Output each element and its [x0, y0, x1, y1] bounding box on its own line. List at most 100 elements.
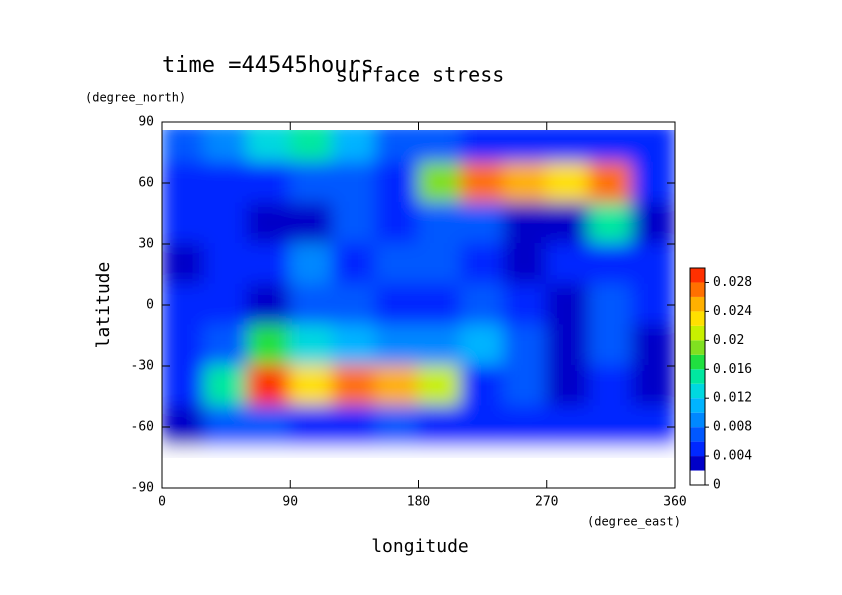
field-cell [332, 446, 377, 458]
field-cell [203, 446, 249, 458]
axes: 0 90 180 270 360 -90 -60 -30 0 30 60 90 [131, 115, 687, 510]
field-cell [374, 202, 420, 245]
field-cell [203, 243, 249, 286]
field-cell [631, 202, 675, 245]
field-cell [289, 130, 334, 164]
field-cell [162, 324, 206, 367]
field-cell [588, 365, 634, 408]
colorbar-frame [689, 267, 706, 486]
colorbar-tick-label: 0.02 [713, 333, 744, 348]
field-cell [460, 405, 505, 449]
field-cell [503, 446, 548, 458]
colorbar-tick-label: 0.008 [713, 420, 752, 435]
field-cell [417, 243, 463, 286]
field-cell [503, 243, 548, 286]
field-cell [631, 446, 675, 458]
field-cell [417, 202, 463, 245]
field-cell [545, 243, 591, 286]
field-cell [631, 243, 675, 286]
colorbar-swatch [690, 296, 705, 312]
field-cell [332, 405, 377, 449]
field-cell [203, 324, 249, 367]
field-cell [545, 324, 591, 367]
field-cell [417, 283, 463, 327]
field-cell [460, 130, 505, 164]
colorbar-tick-label: 0 [713, 478, 721, 493]
field-cell [289, 365, 334, 408]
field-cell [289, 405, 334, 449]
x-tick-label: 180 [407, 495, 430, 510]
field-cell [203, 283, 249, 327]
field-cell [246, 130, 292, 164]
field-cell [162, 202, 206, 245]
field-cell [460, 243, 505, 286]
y-axis-label: latitude [93, 262, 114, 349]
colorbar-swatch [690, 456, 705, 471]
field-cell [332, 161, 377, 205]
colorbar-tick-label: 0.024 [713, 304, 752, 319]
field-cell [588, 130, 634, 164]
field-cells [162, 130, 675, 458]
field-cell [460, 202, 505, 245]
field-cell [246, 365, 292, 408]
colorbar-swatch [690, 470, 705, 485]
field-cell [374, 161, 420, 205]
x-tick-label: 270 [535, 495, 558, 510]
field-cell [162, 365, 206, 408]
field-cell [503, 405, 548, 449]
colorbar-swatch [690, 340, 705, 355]
field-cell [460, 446, 505, 458]
colorbar-tick-label: 0.028 [713, 275, 752, 290]
field-cell [417, 324, 463, 367]
colorbar-swatch [690, 311, 705, 326]
field-cell [289, 243, 334, 286]
colorbar-swatch [690, 441, 705, 457]
chart-title: surface stress [336, 63, 505, 87]
field-cell [246, 446, 292, 458]
field-cell [503, 161, 548, 205]
x-tick-label: 90 [282, 495, 298, 510]
field-cell [503, 324, 548, 367]
field-cell [588, 324, 634, 367]
field-cell [246, 202, 292, 245]
colorbar-swatch [690, 354, 705, 370]
colorbar-swatch [690, 282, 705, 297]
colorbar-swatch [690, 427, 705, 442]
field-cell [246, 324, 292, 367]
field-cell [374, 365, 420, 408]
field-cell [246, 283, 292, 327]
field-cell [545, 446, 591, 458]
field-cell [545, 405, 591, 449]
colorbar-tick-label: 0.012 [713, 391, 752, 406]
field-cell [246, 161, 292, 205]
field-cell [203, 365, 249, 408]
field-cell [162, 243, 206, 286]
field-cell [203, 130, 249, 164]
chart-subtitle: time =44545hours [162, 53, 374, 78]
field-cell [289, 202, 334, 245]
field-cell [332, 283, 377, 327]
field-cell [332, 202, 377, 245]
field-cell [503, 283, 548, 327]
field-cell [417, 365, 463, 408]
y-unit: (degree_north) [85, 91, 186, 105]
field-cell [545, 365, 591, 408]
field-cell [374, 446, 420, 458]
colorbar-swatch [690, 398, 705, 413]
field-cell [631, 324, 675, 367]
x-unit: (degree_east) [587, 515, 681, 529]
field-cell [588, 243, 634, 286]
y-tick-label: 30 [138, 237, 154, 252]
field-cell [631, 365, 675, 408]
field-cell [631, 130, 675, 164]
field-cell [460, 283, 505, 327]
field-cell [417, 405, 463, 449]
field-cell [246, 243, 292, 286]
field-cell [417, 130, 463, 164]
field-cell [289, 283, 334, 327]
y-tick-label: -30 [131, 359, 154, 374]
field-cell [545, 161, 591, 205]
field-cell [374, 283, 420, 327]
field-cell [588, 446, 634, 458]
